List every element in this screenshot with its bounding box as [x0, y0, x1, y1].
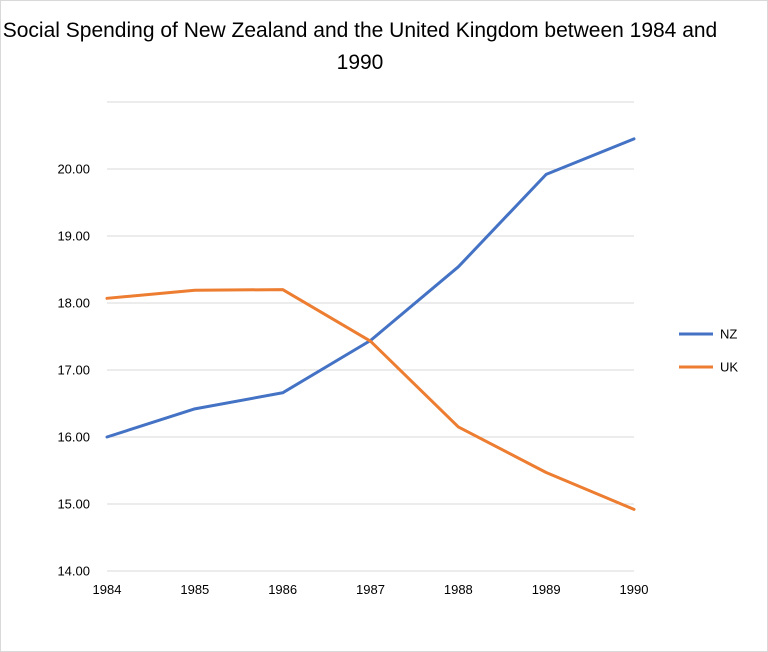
x-tick-label: 1990: [620, 582, 649, 597]
y-tick-label: 16.00: [57, 430, 90, 445]
data-point-uk: [106, 297, 109, 300]
data-point-nz: [193, 407, 196, 410]
legend: NZ UK: [679, 327, 738, 375]
series-line-uk: [105, 288, 636, 511]
data-point-uk: [281, 288, 284, 291]
y-tick-label: 17.00: [57, 363, 90, 378]
chart-title: Social Spending of New Zealand and the U…: [2, 19, 718, 74]
data-point-uk: [369, 340, 372, 343]
legend-label-nz: NZ: [720, 327, 737, 342]
x-tick-label: 1988: [444, 582, 473, 597]
x-tick-label: 1986: [268, 582, 297, 597]
x-tick-label: 1985: [180, 582, 209, 597]
legend-label-uk: UK: [720, 360, 738, 375]
y-tick-label: 18.00: [57, 296, 90, 311]
data-point-uk: [545, 471, 548, 474]
data-point-nz: [457, 265, 460, 268]
y-tick-label: 14.00: [57, 564, 90, 579]
y-tick-label: 19.00: [57, 229, 90, 244]
y-tick-label: 15.00: [57, 497, 90, 512]
data-point-uk: [457, 425, 460, 428]
x-tick-label: 1989: [532, 582, 561, 597]
x-axis-labels: 1984 1985 1986 1987 1988 1989 1990: [93, 582, 649, 597]
x-tick-label: 1987: [356, 582, 385, 597]
data-point-nz: [106, 436, 109, 439]
data-point-uk: [633, 508, 636, 511]
gridlines: [107, 101, 634, 572]
data-point-nz: [545, 173, 548, 176]
y-tick-label: 20.00: [57, 162, 90, 177]
y-axis-labels: 14.00 15.00 16.00 17.00 18.00 19.00 20.00: [57, 162, 90, 579]
data-point-uk: [193, 289, 196, 292]
data-point-nz: [281, 391, 284, 394]
data-point-nz: [633, 137, 636, 140]
series-line-nz: [105, 137, 636, 439]
series-lines: [105, 137, 636, 511]
x-tick-label: 1984: [93, 582, 122, 597]
